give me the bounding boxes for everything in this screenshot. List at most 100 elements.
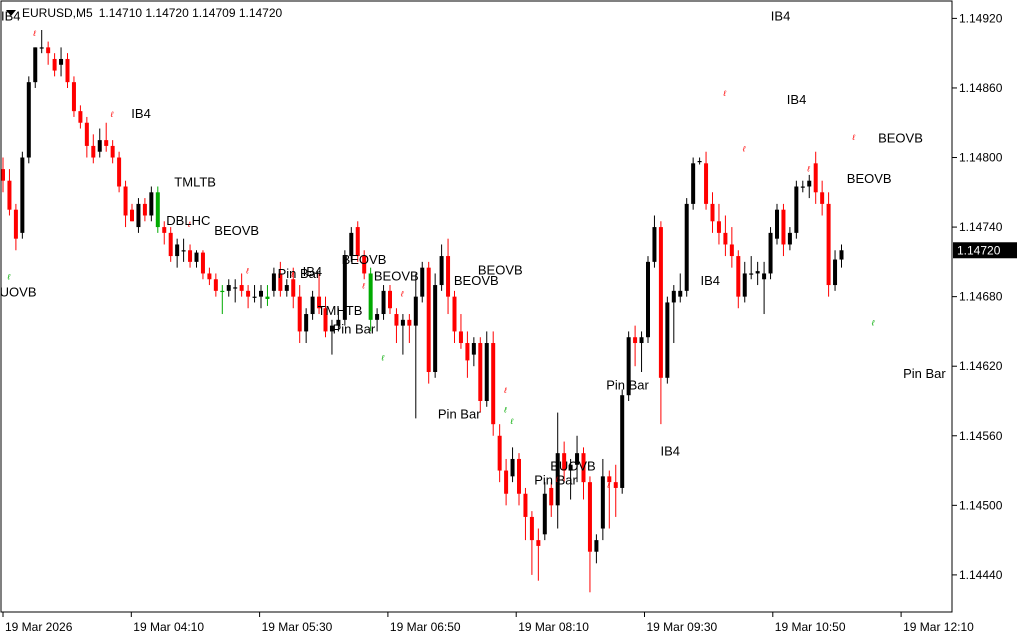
pattern-arrow-down: ℓ — [606, 481, 610, 490]
candle-body — [123, 186, 128, 216]
candle — [794, 180, 799, 239]
candle-body — [336, 319, 341, 326]
pattern-arrow-down: ℓ — [245, 266, 249, 275]
candle — [65, 53, 70, 88]
candle-body — [704, 163, 709, 204]
candle-body — [297, 296, 302, 332]
candle-body — [26, 82, 31, 158]
x-tick-label: 19 Mar 2026 — [5, 620, 73, 634]
candle-body — [181, 250, 186, 252]
candle — [336, 308, 341, 332]
candle-body — [833, 259, 838, 286]
candle-body — [33, 47, 38, 83]
candle — [104, 122, 109, 152]
candle-body — [7, 180, 12, 210]
candle-body — [439, 256, 444, 286]
candle — [716, 203, 721, 245]
candle — [736, 250, 741, 309]
candle-body — [413, 296, 418, 326]
candle — [600, 458, 605, 541]
candle-body — [723, 232, 728, 245]
candle-body — [117, 157, 122, 187]
candle-body — [349, 232, 354, 257]
y-tick-label: 1.14500 — [959, 498, 1003, 512]
candle — [26, 76, 31, 164]
candle-body — [523, 493, 528, 517]
candle-body — [813, 163, 818, 193]
pattern-label: BEOVB — [214, 223, 259, 238]
candle-body — [587, 482, 592, 552]
candle-body — [658, 227, 663, 378]
pattern-arrow-up: ℓ — [381, 353, 385, 362]
chevron-down-icon[interactable] — [6, 10, 16, 16]
candle — [368, 267, 373, 332]
candle-body — [678, 290, 683, 297]
candle — [233, 279, 238, 303]
candle-body — [104, 140, 109, 146]
candle — [575, 435, 580, 483]
candle — [1, 157, 5, 193]
x-tick-label: 19 Mar 09:30 — [647, 620, 718, 634]
pattern-label: BEOVB — [342, 252, 387, 267]
candle — [484, 331, 489, 407]
candle — [465, 331, 470, 378]
candle — [504, 458, 509, 506]
pattern-arrow-down: ℓ — [555, 475, 559, 484]
candle-body — [400, 319, 405, 326]
candle — [213, 273, 218, 297]
candle-body — [646, 261, 650, 338]
x-tick-label: 19 Mar 04:10 — [133, 620, 204, 634]
candle-body — [697, 160, 702, 163]
candle-body — [749, 273, 754, 275]
candle — [220, 285, 225, 315]
candle — [84, 116, 89, 158]
candle-body — [259, 290, 263, 297]
ohlc-values: 1.14710 1.14720 1.14709 1.14720 — [98, 6, 283, 20]
y-tick-label: 1.14560 — [959, 429, 1003, 443]
candle — [349, 227, 354, 262]
candle — [452, 290, 457, 344]
candle — [787, 227, 792, 251]
pattern-label: BEOVB — [478, 263, 523, 278]
candle — [607, 470, 612, 529]
pattern-label: BUOVB — [0, 285, 37, 300]
pattern-label: DBLHC — [166, 213, 210, 228]
candle-body — [149, 192, 154, 216]
price-axis[interactable]: 1.14920 1.14860 1.14800 1.14740 1.14680 1.146… — [952, 11, 1003, 582]
candle — [310, 290, 315, 320]
y-tick-label: 1.14620 — [959, 359, 1003, 373]
candle-body — [581, 453, 586, 483]
candle-body — [13, 209, 18, 239]
candle-body — [671, 290, 676, 303]
pattern-label: IB4 — [771, 9, 791, 24]
candle-body — [484, 343, 489, 401]
candle-body — [142, 203, 147, 216]
candle-body — [265, 296, 270, 299]
current-price-label: 1.14720 — [957, 243, 1001, 257]
candle — [181, 238, 186, 262]
candle — [59, 47, 64, 77]
y-tick-label: 1.14800 — [959, 151, 1003, 165]
x-tick-label: 19 Mar 06:50 — [390, 620, 461, 634]
candle — [446, 238, 451, 315]
pattern-label: BEOVB — [454, 273, 499, 288]
candle-body — [433, 285, 438, 373]
candle-body — [304, 314, 309, 332]
y-tick-label: 1.14860 — [959, 81, 1003, 95]
candle-body — [284, 285, 289, 291]
pattern-label: Pin Bar — [606, 377, 649, 392]
candle-body — [388, 290, 392, 309]
candle-body — [381, 290, 386, 315]
candle — [710, 192, 715, 233]
pattern-arrow-down: ℓ — [806, 164, 810, 173]
candle — [458, 314, 463, 349]
candle-body — [716, 221, 721, 233]
pattern-arrow-up: ℓ — [155, 214, 159, 223]
candle — [529, 511, 534, 575]
candle — [375, 308, 380, 332]
current-price-marker: 1.14720 — [953, 242, 1017, 259]
time-axis[interactable]: 19 Mar 2026 19 Mar 04:10 19 Mar 05:30 19 Ma… — [2, 612, 974, 634]
candle — [130, 203, 134, 222]
candle-body — [368, 273, 373, 320]
